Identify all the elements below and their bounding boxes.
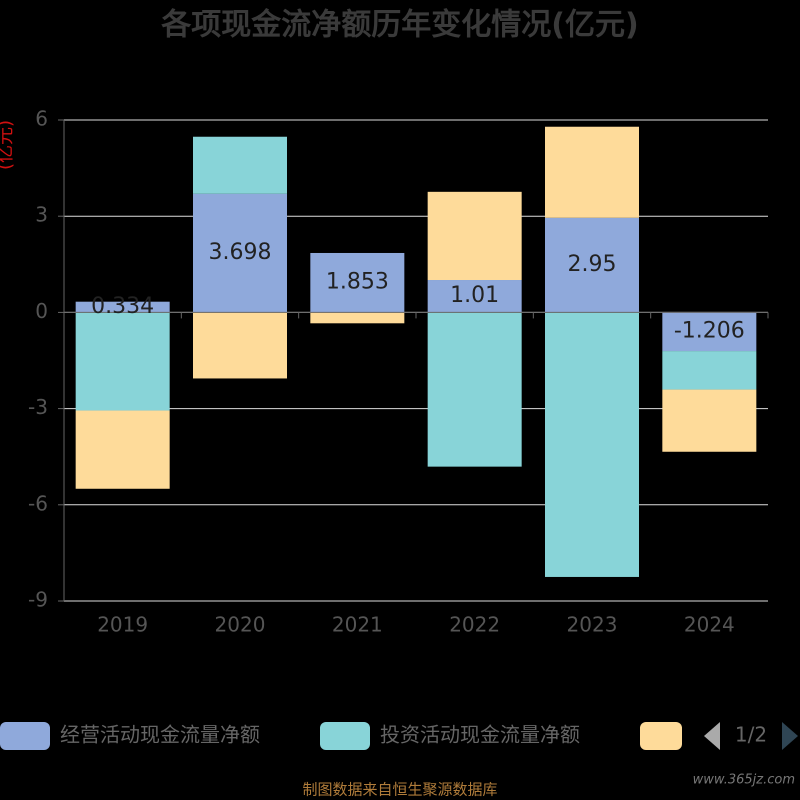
- x-tick-label: 2019: [97, 613, 148, 637]
- legend-swatch: [0, 722, 50, 750]
- bar: [545, 312, 639, 577]
- y-axis-label: (亿元): [0, 120, 16, 170]
- bar: [662, 351, 757, 390]
- legend-page: 1/2: [735, 723, 767, 747]
- data-label: 1.01: [450, 283, 499, 308]
- bar: [427, 280, 522, 313]
- bar: [193, 136, 287, 194]
- chart-title: 各项现金流净额历年变化情况(亿元): [160, 8, 638, 43]
- x-tick-label: 2023: [567, 613, 618, 637]
- bar: [310, 252, 405, 313]
- y-tick-label: -9: [28, 588, 48, 612]
- bar: [427, 191, 522, 281]
- bar: [662, 389, 757, 452]
- source: 制图数据来自恒生聚源数据库: [302, 781, 497, 799]
- bar: [310, 312, 405, 324]
- legend-prev[interactable]: [704, 722, 720, 750]
- legend-next[interactable]: [782, 722, 798, 750]
- data-label: -1.206: [674, 319, 745, 344]
- legend-label: 投资活动现金流量净额: [380, 723, 580, 747]
- bar: [193, 193, 287, 313]
- y-tick-label: -3: [28, 395, 48, 419]
- x-tick-label: 2024: [684, 613, 735, 637]
- bar: [662, 312, 757, 352]
- bar: [193, 312, 287, 379]
- y-tick-label: -6: [28, 491, 48, 515]
- bar: [75, 301, 170, 313]
- x-tick-label: 2020: [215, 613, 266, 637]
- data-label: 1.853: [326, 270, 389, 295]
- x-tick-label: 2022: [449, 613, 500, 637]
- bar: [75, 312, 170, 411]
- bar: [545, 217, 639, 313]
- data-label: 3.698: [209, 240, 272, 265]
- watermark: www.365jz.com: [693, 773, 795, 788]
- x-tick-label: 2021: [332, 613, 383, 637]
- legend-swatch: [320, 722, 370, 750]
- bar: [75, 410, 170, 489]
- legend-swatch: [640, 722, 682, 750]
- legend-label: 经营活动现金流量净额: [60, 723, 260, 747]
- y-tick-label: 6: [35, 107, 48, 131]
- bar: [427, 312, 522, 467]
- bar: [545, 126, 639, 218]
- data-label: 2.95: [568, 252, 617, 277]
- data-label: 0.334: [91, 294, 154, 319]
- y-tick-label: 3: [35, 203, 48, 227]
- y-tick-label: 0: [35, 299, 48, 323]
